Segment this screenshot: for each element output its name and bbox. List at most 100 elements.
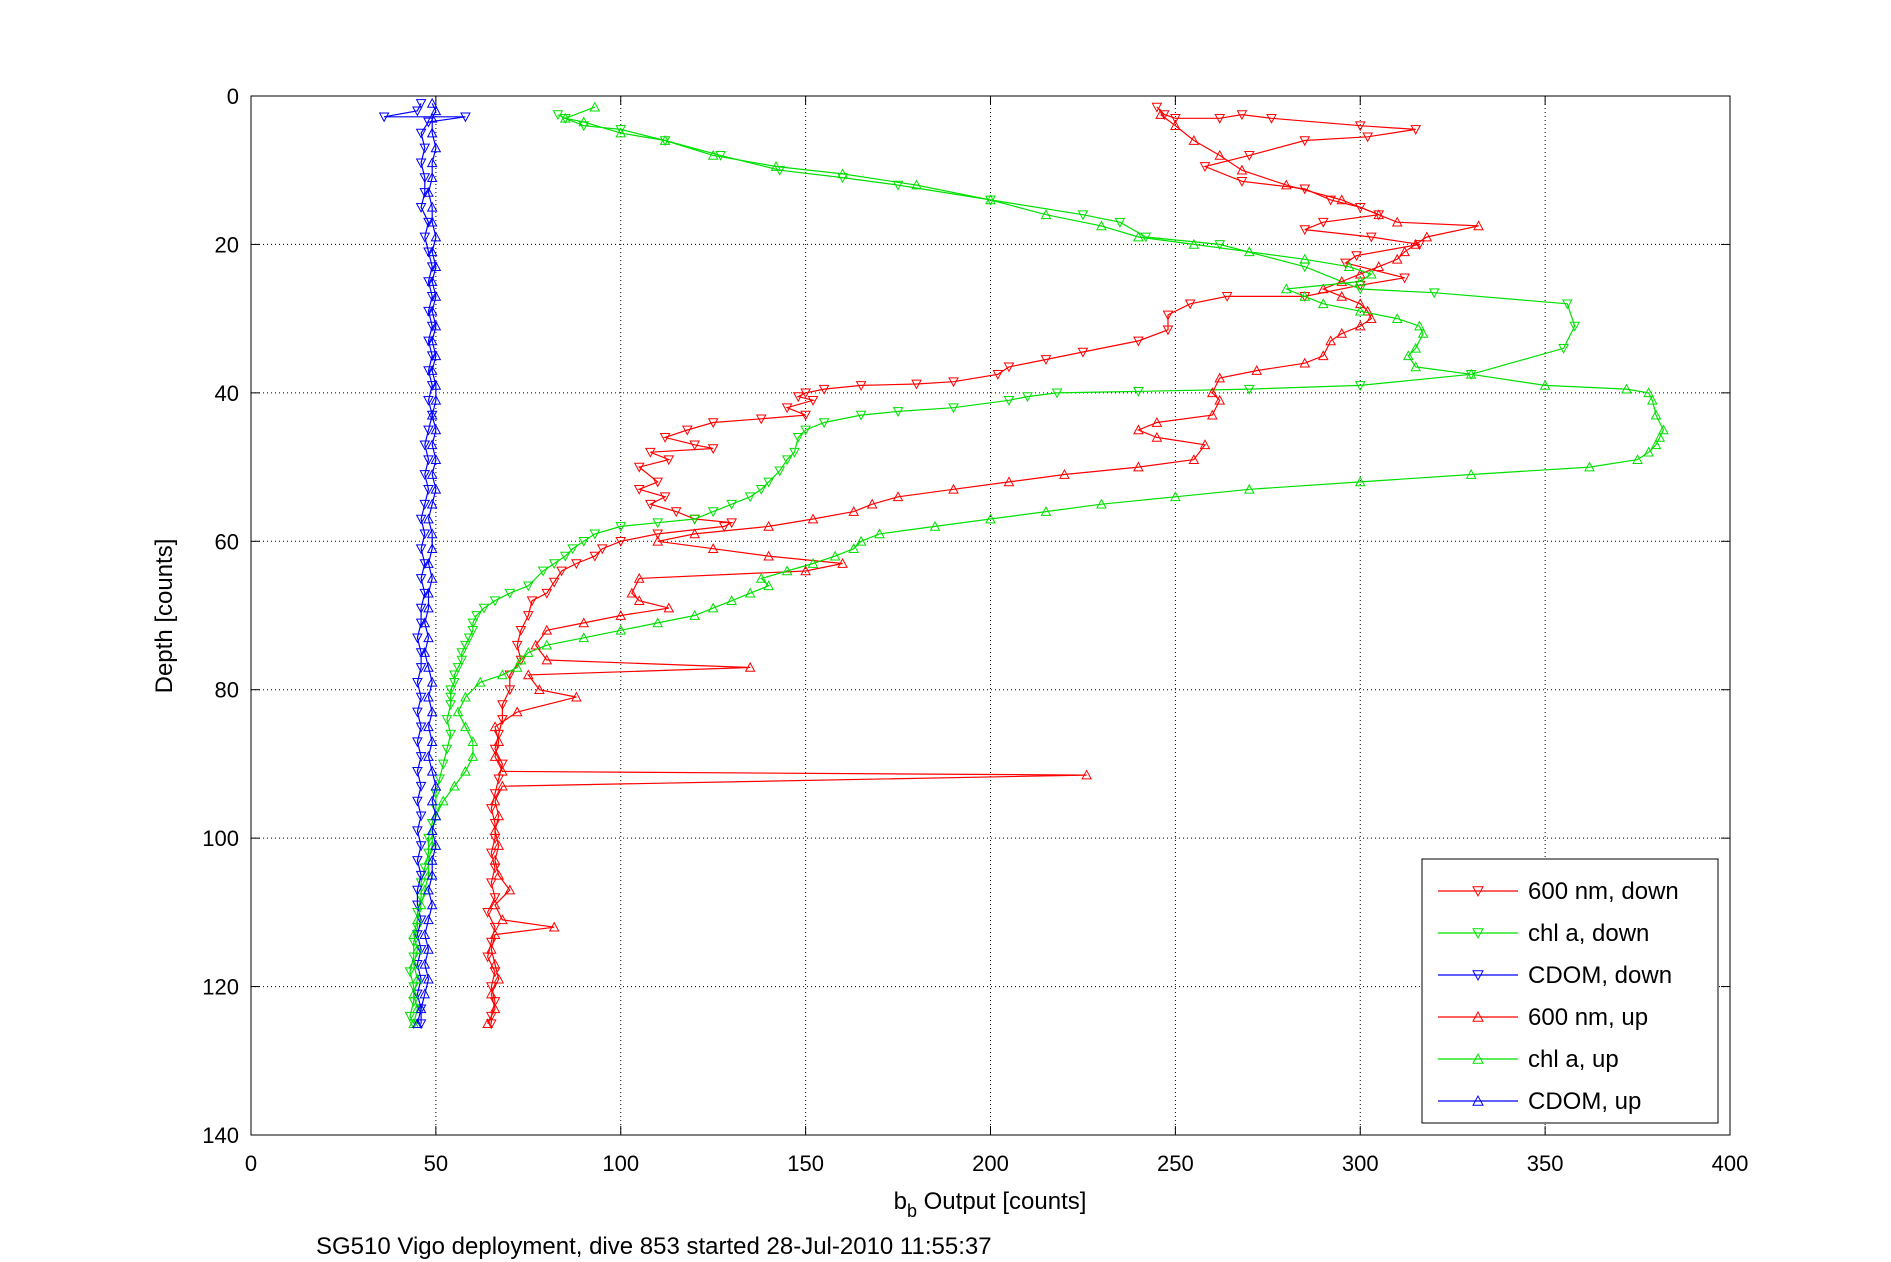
data-point — [892, 407, 904, 417]
data-point — [426, 127, 438, 138]
data-point — [800, 388, 811, 399]
data-point — [837, 557, 848, 568]
data-point — [1336, 194, 1348, 205]
data-point — [874, 528, 885, 539]
data-point — [781, 455, 793, 466]
data-point — [1366, 313, 1377, 323]
data-point — [489, 825, 501, 836]
data-point — [652, 529, 664, 540]
data-point — [426, 543, 438, 554]
data-point — [1410, 361, 1422, 372]
data-point — [412, 796, 423, 807]
data-point — [1373, 209, 1385, 220]
legend-label: 600 nm, up — [1528, 1004, 1648, 1031]
data-point — [426, 351, 438, 362]
data-point — [1299, 225, 1311, 236]
data-point — [426, 736, 438, 746]
data-point — [615, 127, 627, 138]
data-point — [456, 648, 468, 659]
data-point — [1632, 454, 1643, 464]
data-point — [430, 840, 442, 850]
data-point — [493, 810, 505, 821]
data-point — [855, 381, 867, 391]
data-point — [415, 1003, 427, 1014]
data-point — [744, 587, 756, 598]
data-point — [559, 112, 571, 123]
series-line — [487, 114, 1479, 1024]
data-point — [426, 854, 438, 865]
data-point — [571, 559, 582, 570]
data-point — [1351, 251, 1362, 262]
data-point — [1266, 113, 1277, 124]
data-point — [423, 455, 434, 466]
data-point — [430, 105, 442, 116]
data-point — [1040, 355, 1052, 366]
data-point — [1214, 394, 1226, 405]
data-point — [807, 557, 819, 568]
data-point — [541, 654, 553, 665]
data-point — [1317, 350, 1329, 361]
data-point — [770, 160, 782, 171]
data-point — [1059, 468, 1070, 479]
data-point — [511, 706, 523, 717]
data-point — [423, 186, 434, 197]
y-tick-label: 60 — [215, 529, 239, 554]
data-point — [426, 97, 438, 108]
data-point — [948, 377, 959, 388]
data-point — [1473, 220, 1484, 231]
data-point — [426, 381, 438, 391]
data-point — [1214, 372, 1226, 383]
data-point — [578, 116, 590, 127]
legend-entry: chl a, down — [1438, 920, 1649, 947]
data-point — [415, 202, 427, 213]
data-point — [892, 180, 904, 191]
data-point — [1428, 288, 1440, 299]
data-point — [663, 455, 675, 466]
data-point — [1391, 313, 1403, 323]
data-point — [515, 626, 527, 636]
data-point — [548, 559, 560, 570]
y-tick-label: 100 — [202, 826, 239, 851]
data-point — [408, 958, 420, 969]
data-point — [489, 1003, 501, 1014]
data-point — [726, 595, 738, 605]
data-point — [423, 485, 434, 495]
data-point — [1162, 310, 1174, 321]
data-point — [1410, 238, 1422, 249]
data-point — [449, 780, 460, 791]
y-axis-title: Depth [counts] — [151, 539, 178, 694]
data-point — [430, 142, 442, 153]
data-point — [929, 520, 941, 531]
data-point — [426, 292, 438, 302]
data-point — [589, 101, 601, 112]
data-point — [1022, 392, 1033, 403]
x-tick-label: 350 — [1527, 1151, 1564, 1176]
data-point — [652, 535, 664, 546]
data-point — [1151, 416, 1163, 427]
data-point — [1373, 261, 1385, 272]
data-point — [548, 577, 560, 588]
data-point — [763, 550, 774, 561]
data-point — [426, 262, 438, 273]
legend-entry: CDOM, up — [1438, 1088, 1641, 1115]
data-point — [1162, 325, 1174, 336]
data-point — [441, 744, 453, 755]
data-point — [837, 168, 848, 179]
data-point — [423, 336, 434, 347]
data-point — [419, 588, 431, 599]
data-point — [1654, 431, 1666, 442]
data-point — [615, 609, 627, 620]
data-point — [855, 410, 867, 421]
data-point — [548, 921, 560, 932]
data-point — [1650, 409, 1662, 420]
data-point — [412, 106, 423, 117]
data-point — [689, 609, 701, 620]
data-point — [1402, 350, 1414, 361]
data-point — [1170, 120, 1181, 131]
data-point — [430, 231, 442, 242]
data-point — [1243, 483, 1255, 494]
data-point — [423, 750, 434, 761]
data-point — [948, 483, 959, 494]
data-point — [423, 557, 434, 568]
data-point — [1354, 305, 1366, 316]
